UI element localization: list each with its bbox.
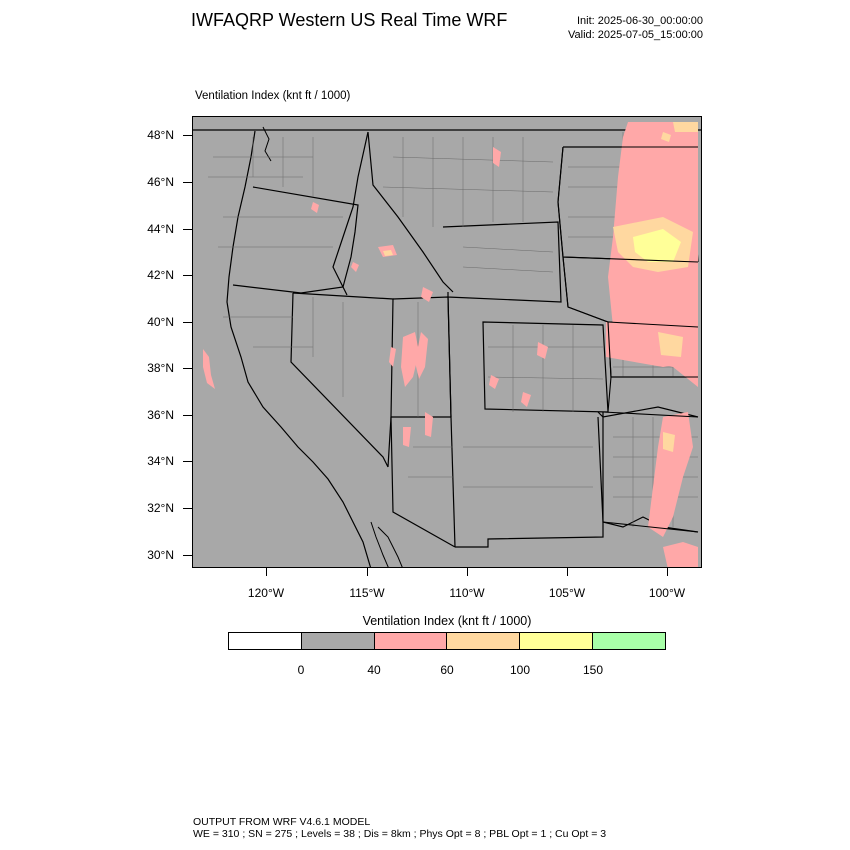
lat-tick [183, 322, 192, 323]
lon-label-100: 100°W [648, 586, 686, 600]
lon-label-110: 110°W [449, 586, 485, 600]
legend-title: Ventilation Index (knt ft / 1000) [362, 614, 532, 628]
legend-box [229, 633, 302, 649]
vi-100-150-areas [633, 229, 681, 262]
lat-label-30: 30°N [147, 548, 174, 562]
init-time: Init: 2025-06-30_00:00:00 [577, 15, 703, 27]
legend-tick-label: 40 [367, 663, 381, 677]
lon-tick [667, 568, 668, 576]
legend-tick-label: 60 [440, 663, 454, 677]
coastline [226, 130, 372, 567]
lat-tick [183, 555, 192, 556]
legend-colorbar [228, 632, 666, 650]
lon-label-120: 120°W [247, 586, 285, 600]
lat-label-42: 42°N [147, 268, 174, 282]
lat-label-44: 44°N [147, 222, 174, 236]
lon-tick [567, 568, 568, 576]
lat-label-48: 48°N [147, 128, 174, 142]
legend-tick-label: 100 [509, 663, 531, 677]
map-panel[interactable] [192, 116, 702, 568]
legend-box [301, 633, 375, 649]
lat-label-34: 34°N [147, 454, 174, 468]
legend-box [520, 633, 594, 649]
model-config: WE = 310 ; SN = 275 ; Levels = 38 ; Dis … [193, 828, 607, 840]
lon-tick [467, 568, 468, 576]
lon-tick [266, 568, 267, 576]
map-svg [193, 122, 701, 567]
lat-tick [183, 275, 192, 276]
valid-time: Valid: 2025-07-05_15:00:00 [568, 29, 703, 41]
page-title: IWFAQRP Western US Real Time WRF [191, 10, 508, 30]
legend-tick-label: 0 [297, 663, 305, 677]
lat-label-32: 32°N [147, 501, 174, 515]
field-label: Ventilation Index (knt ft / 1000) [195, 90, 351, 102]
lat-label-38: 38°N [147, 361, 174, 375]
legend-box [374, 633, 448, 649]
lon-label-105: 105°W [548, 586, 586, 600]
model-version: OUTPUT FROM WRF V4.6.1 MODEL [193, 816, 371, 828]
state-boundaries-top [557, 146, 699, 533]
legend-tick-label: 150 [582, 663, 604, 677]
lat-tick [183, 508, 192, 509]
lat-tick [183, 182, 192, 183]
run-info: Init: 2025-06-30_00:00:00 Valid: 2025-07… [568, 14, 703, 42]
gulf-of-california [370, 521, 403, 567]
model-info-footer: OUTPUT FROM WRF V4.6.1 MODEL WE = 310 ; … [193, 816, 606, 840]
lat-label-36: 36°N [147, 408, 174, 422]
lat-tick [183, 415, 192, 416]
lat-tick [183, 229, 192, 230]
lat-tick [183, 135, 192, 136]
legend-box [447, 633, 521, 649]
lon-tick [367, 568, 368, 576]
lat-tick [183, 368, 192, 369]
puget-sound [262, 126, 272, 162]
lat-label-40: 40°N [147, 315, 174, 329]
lon-label-115: 115°W [349, 586, 385, 600]
legend-box [593, 633, 665, 649]
lat-tick [183, 461, 192, 462]
lat-label-46: 46°N [147, 175, 174, 189]
